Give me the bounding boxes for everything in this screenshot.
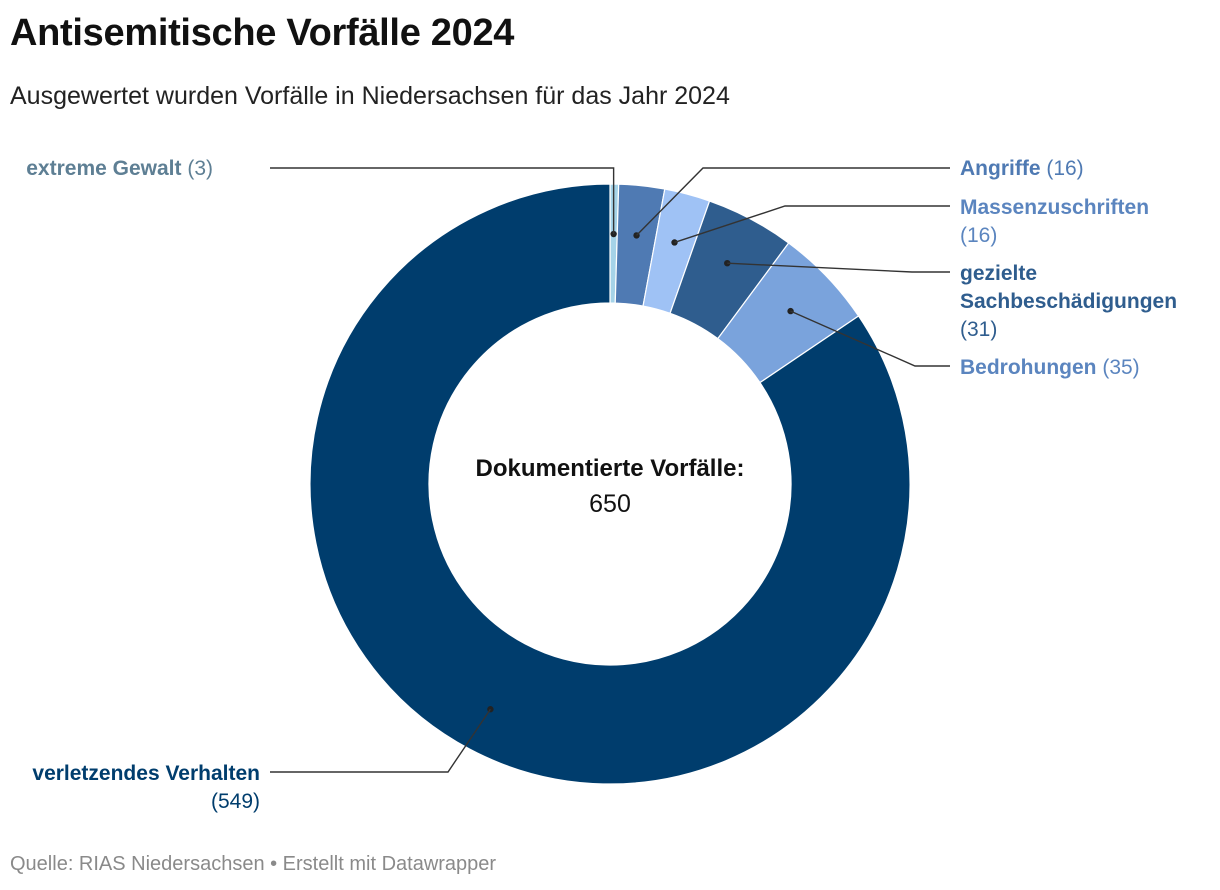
slice-label: verletzendes Verhalten: [32, 762, 260, 785]
slice-label-name: Angriffe: [960, 157, 1041, 180]
slice-label-name: extreme Gewalt: [26, 157, 181, 180]
slice-label: Angriffe (16): [960, 157, 1084, 180]
slice-label-name: verletzendes Verhalten: [32, 762, 260, 785]
source-note: Quelle: RIAS Niedersachsen • Erstellt mi…: [10, 853, 497, 875]
slice-label-value: (31): [960, 318, 997, 341]
leader-dot: [724, 260, 731, 267]
slice-label: Sachbeschädigungen: [960, 290, 1177, 313]
slice-label-value: (3): [182, 157, 214, 180]
slice-label: extreme Gewalt (3): [26, 157, 213, 180]
leader-line: [270, 708, 491, 773]
slice-label: Bedrohungen (35): [960, 356, 1140, 379]
center-value: 650: [589, 490, 631, 518]
label-leader-lines: [270, 167, 950, 773]
slice-label-value: (16): [960, 224, 997, 247]
chart-title: Antisemitische Vorfälle 2024: [10, 12, 515, 54]
slice-label-name: Sachbeschädigungen: [960, 290, 1177, 313]
slice-label-value: (35): [1097, 356, 1140, 379]
leader-line: [270, 167, 615, 235]
donut-slices: [309, 183, 911, 785]
slice-labels: extreme Gewalt (3) Angriffe (16) Massenzus…: [26, 157, 1177, 813]
slice-label-value: (549): [211, 790, 260, 813]
slice-label-value: (16): [1041, 157, 1084, 180]
slice-label-name: Massenzuschriften: [960, 196, 1149, 219]
chart-subtitle: Ausgewertet wurden Vorfälle in Niedersac…: [10, 82, 730, 110]
slice-label-name: Bedrohungen: [960, 356, 1097, 379]
slice-label: Massenzuschriften: [960, 196, 1149, 219]
leader-line: [790, 310, 950, 367]
donut-slice: [309, 183, 911, 785]
leader-line: [674, 205, 950, 244]
slice-label: (31): [960, 318, 997, 341]
slice-label: (549): [211, 790, 260, 813]
slice-label: gezielte: [960, 262, 1037, 285]
center-label: Dokumentierte Vorfälle:: [476, 455, 745, 482]
slice-label: (16): [960, 224, 997, 247]
leader-line: [636, 167, 950, 236]
slice-label-name: gezielte: [960, 262, 1037, 285]
leader-line: [727, 262, 950, 273]
